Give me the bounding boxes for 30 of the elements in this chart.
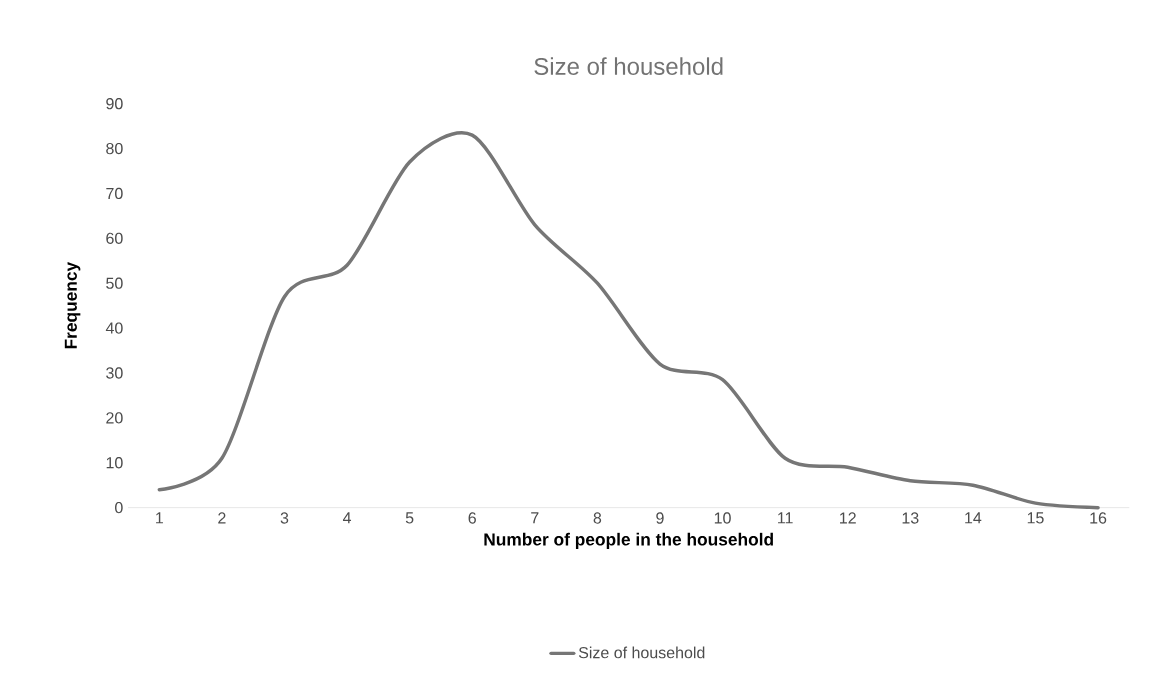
y-tick-label: 70 (106, 187, 123, 200)
x-tick-label: 7 (531, 512, 539, 524)
x-tick-label: 1 (156, 512, 163, 524)
y-tick-label: 80 (106, 142, 123, 155)
x-tick-label: 14 (965, 512, 982, 524)
chart-title: Size of household (534, 57, 723, 75)
y-tick-label: 90 (106, 98, 123, 110)
x-tick-label: 2 (218, 512, 226, 524)
y-tick-label: 50 (106, 277, 123, 289)
x-tick-label: 16 (1090, 512, 1107, 524)
x-tick-label: 11 (778, 512, 793, 524)
x-tick-label: 12 (840, 512, 856, 524)
x-tick-label: 4 (342, 512, 352, 524)
y-tick-label: 40 (105, 322, 123, 334)
x-tick-label: 10 (714, 512, 731, 524)
y-tick-label: 60 (106, 232, 123, 244)
x-tick-label: 8 (593, 512, 602, 524)
legend-label: Size of household (578, 646, 705, 659)
x-tick-label: 9 (656, 512, 664, 524)
x-tick-label: 3 (280, 512, 289, 524)
x-axis-title: Number of people in the household (484, 532, 773, 549)
y-tick-label: 10 (106, 457, 123, 469)
x-tick-label: 15 (1027, 512, 1044, 524)
y-tick-label: 0 (115, 501, 123, 514)
x-tick-label: 13 (902, 512, 919, 524)
y-tick-label: 30 (106, 367, 123, 379)
y-tick-label: 20 (106, 412, 123, 424)
x-tick-label: 6 (468, 512, 476, 524)
x-tick-label: 5 (405, 512, 414, 524)
y-axis-title: Frequency (64, 261, 81, 349)
